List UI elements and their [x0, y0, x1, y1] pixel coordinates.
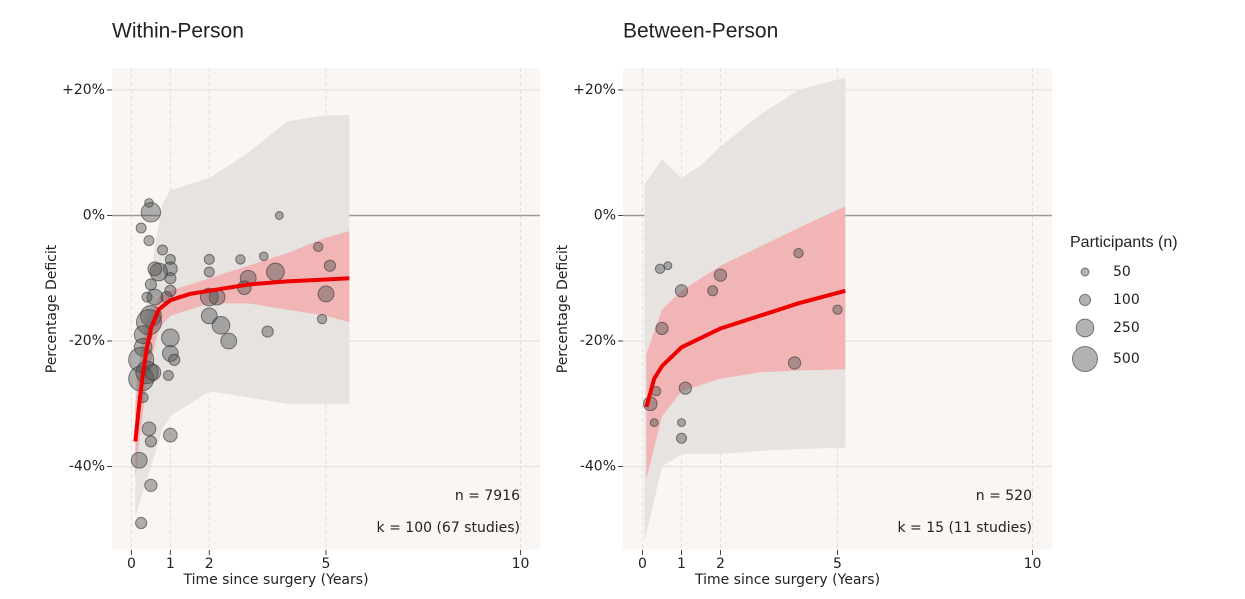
- data-point: [162, 370, 174, 382]
- data-point: [313, 241, 324, 253]
- y-tick-label: -40%: [69, 459, 105, 475]
- x-tick-label: 2: [205, 556, 214, 572]
- x-tick-label: 0: [127, 556, 136, 572]
- x-axis-title: Time since surgery (Years): [182, 572, 368, 588]
- legend-marker: [1075, 318, 1095, 338]
- data-point: [144, 278, 157, 291]
- y-tick-label: -20%: [69, 333, 105, 349]
- x-tick-label: 10: [512, 556, 530, 572]
- legend-label: 500: [1113, 351, 1140, 367]
- y-tick-label: -20%: [580, 333, 616, 349]
- data-point: [317, 285, 335, 303]
- data-point: [157, 244, 169, 256]
- data-point: [266, 262, 285, 282]
- data-point: [135, 222, 147, 234]
- data-point: [655, 321, 669, 336]
- data-point: [654, 263, 666, 275]
- x-tick-label: 2: [716, 556, 725, 572]
- annotation: n = 520: [976, 488, 1032, 504]
- data-point: [793, 247, 804, 259]
- x-tick-label: 5: [833, 556, 842, 572]
- legend-marker: [1080, 267, 1090, 277]
- x-tick-label: 1: [677, 556, 686, 572]
- data-point: [200, 307, 218, 325]
- legend-marker: [1078, 293, 1092, 307]
- data-point: [274, 211, 284, 220]
- data-point: [676, 432, 687, 444]
- data-point: [674, 284, 689, 298]
- annotation: k = 100 (67 studies): [377, 520, 520, 536]
- data-point: [707, 285, 719, 297]
- legend-label: 50: [1113, 264, 1131, 280]
- data-point: [163, 261, 178, 277]
- y-tick-label: +20%: [573, 82, 616, 98]
- data-point: [161, 328, 180, 348]
- data-point: [261, 325, 274, 338]
- data-point: [164, 284, 177, 297]
- data-point: [678, 381, 693, 395]
- data-point: [144, 435, 157, 448]
- legend-label: 100: [1113, 292, 1140, 308]
- data-point: [323, 259, 336, 272]
- data-point: [258, 251, 269, 262]
- data-point: [832, 304, 843, 315]
- data-point: [316, 313, 328, 325]
- y-tick-label: 0%: [83, 207, 105, 223]
- x-tick-label: 0: [638, 556, 647, 572]
- data-point: [677, 418, 686, 428]
- y-axis-title: Percentage Deficit: [44, 244, 60, 373]
- data-point: [130, 451, 148, 469]
- data-point: [713, 268, 728, 282]
- fit-line: [644, 288, 846, 408]
- data-point: [220, 332, 238, 350]
- data-point: [163, 427, 178, 443]
- chart-title: Within-Person: [112, 20, 244, 43]
- data-point: [161, 345, 179, 362]
- data-point: [235, 254, 246, 265]
- y-axis-title: Percentage Deficit: [555, 244, 571, 373]
- data-point: [203, 253, 215, 265]
- data-point: [663, 261, 673, 271]
- annotation: k = 15 (11 studies): [897, 520, 1032, 536]
- data-point: [144, 478, 158, 492]
- data-point: [140, 202, 162, 223]
- y-tick-label: -40%: [580, 459, 616, 475]
- x-tick-label: 10: [1024, 556, 1042, 572]
- x-tick-label: 5: [322, 556, 331, 572]
- data-point: [141, 421, 157, 437]
- legend-label: 250: [1113, 320, 1140, 336]
- legend-title: Participants (n): [1070, 234, 1178, 251]
- data-point: [168, 353, 181, 366]
- data-point: [203, 266, 215, 278]
- data-point: [211, 315, 231, 335]
- annotation: n = 7916: [455, 488, 520, 504]
- data-point: [787, 356, 802, 370]
- chart-title: Between-Person: [623, 20, 778, 43]
- data-point: [164, 253, 176, 265]
- data-point: [147, 261, 163, 277]
- data-point: [143, 235, 155, 247]
- fit-line: [133, 276, 350, 442]
- x-axis-title: Time since surgery (Years): [694, 572, 880, 588]
- y-tick-label: +20%: [62, 82, 105, 98]
- data-point: [649, 418, 659, 428]
- confidence-interval: [646, 206, 846, 480]
- data-point: [144, 363, 162, 381]
- prediction-interval: [135, 115, 350, 517]
- y-tick-label: 0%: [594, 207, 616, 223]
- data-point: [141, 291, 153, 303]
- legend-marker: [1072, 346, 1098, 372]
- x-tick-label: 1: [166, 556, 175, 572]
- data-point: [135, 516, 148, 530]
